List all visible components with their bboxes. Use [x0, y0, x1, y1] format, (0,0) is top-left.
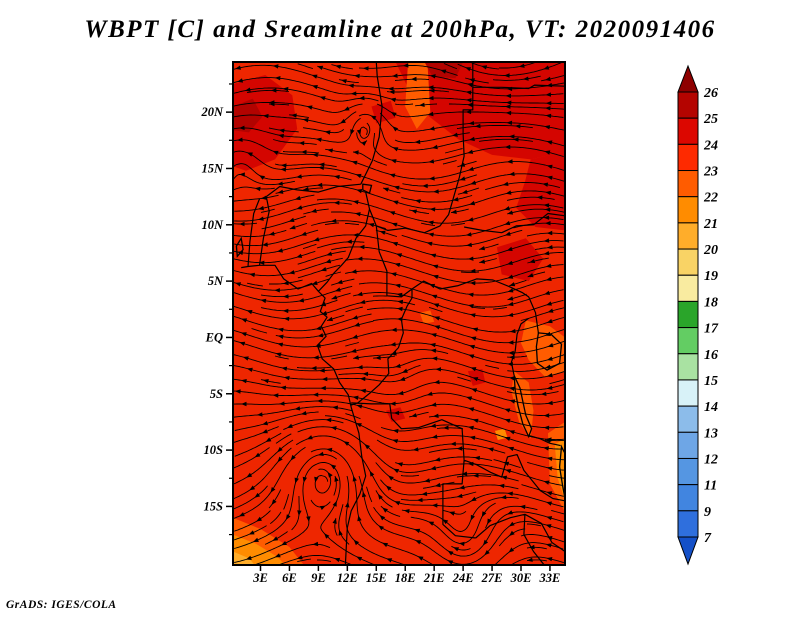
colorbar-label: 25: [703, 112, 718, 127]
colorbar-label: 15: [704, 374, 718, 389]
colorbar-label: 20: [703, 243, 718, 258]
x-tick-label: 15E: [366, 571, 387, 585]
y-tick-label: 15S: [204, 499, 224, 513]
colorbar-segment: [677, 222, 699, 250]
colorbar-segment: [677, 484, 699, 512]
shaded-patch: [395, 62, 565, 160]
x-tick-label: 12E: [337, 571, 358, 585]
colorbar-label: 23: [703, 165, 718, 180]
colorbar-label: 12: [704, 452, 718, 467]
y-tick-label: 10N: [201, 218, 224, 232]
y-tick-label: 5N: [208, 274, 224, 288]
colorbar-segment: [677, 248, 699, 276]
x-tick-label: 18E: [395, 571, 416, 585]
shaded-patch: [521, 320, 565, 377]
lakes-outline: [235, 183, 565, 499]
y-tick-label: 20N: [200, 105, 224, 119]
y-tick-label: 5S: [210, 387, 223, 401]
colorbar-label: 14: [704, 400, 718, 415]
colorbar-label: 21: [703, 217, 718, 232]
colorbar-label: 16: [704, 348, 718, 363]
colorbar-label: 18: [704, 295, 718, 310]
x-tick-label: 27E: [481, 571, 503, 585]
colorbar-label: 13: [704, 426, 718, 441]
colorbar-bottom-arrow: [677, 536, 699, 566]
x-tick-label: 6E: [282, 571, 297, 585]
plot-title: WBPT [C] and Sreamline at 200hPa, VT: 20…: [84, 16, 716, 43]
x-tick-label: 21E: [423, 571, 445, 585]
y-tick-label: 10S: [204, 443, 224, 457]
colorbar-segment: [677, 170, 699, 198]
colorbar-segment: [677, 405, 699, 433]
colorbar-label: 26: [703, 86, 718, 101]
y-tick-label: EQ: [205, 330, 223, 344]
shaded-patch: [233, 75, 298, 171]
colorbar-label: 11: [704, 479, 717, 494]
x-tick-label: 24E: [452, 571, 474, 585]
y-tick-label: 15N: [201, 161, 224, 175]
x-tick-label: 33E: [539, 571, 561, 585]
colorbar-label: 19: [704, 269, 718, 284]
colorbar-segment: [677, 117, 699, 145]
colorbar-segment: [677, 379, 699, 407]
colorbar-segment: [677, 143, 699, 172]
colorbar-segment: [677, 457, 699, 486]
map-area: [232, 61, 566, 566]
colorbar-segment: [677, 510, 699, 538]
colorbar-segment: [677, 91, 699, 119]
x-tick-label: 9E: [311, 571, 326, 585]
colorbar-segment: [677, 300, 699, 329]
colorbar-segment: [677, 353, 699, 381]
colorbar-label: 22: [703, 191, 718, 206]
x-tick-label: 30E: [510, 571, 532, 585]
colorbar-label: 9: [704, 505, 711, 520]
colorbar: 26 25 24 23 22 21 20 19 18 17 16 15 14 13 12 11 9 7: [677, 64, 719, 566]
map-frame: [232, 61, 566, 566]
shaded-patch: [516, 151, 565, 231]
x-tick-label: 3E: [252, 571, 268, 585]
map-clipped-content: [233, 62, 565, 565]
colorbar-top-arrow: [677, 64, 699, 93]
colorbar-segment: [677, 431, 699, 459]
colorbar-segment: [677, 196, 699, 224]
colorbar-label: 24: [703, 138, 718, 153]
colorbar-label: 17: [704, 322, 719, 337]
streamline-arrowheads: [235, 63, 554, 565]
grads-credit: GrADS: IGES/COLA: [6, 599, 117, 611]
colorbar-label: 7: [704, 531, 712, 546]
country-borders: [241, 62, 565, 565]
colorbar-segment: [677, 327, 699, 355]
colorbar-segment: [677, 274, 699, 302]
shaded-patch: [371, 100, 396, 124]
